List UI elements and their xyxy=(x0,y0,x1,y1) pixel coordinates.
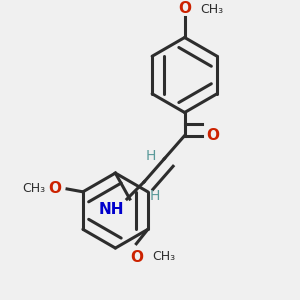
Text: CH₃: CH₃ xyxy=(152,250,175,262)
Text: O: O xyxy=(130,250,143,265)
Text: CH₃: CH₃ xyxy=(22,182,45,195)
Text: H: H xyxy=(150,189,160,203)
Text: O: O xyxy=(178,1,191,16)
Text: H: H xyxy=(146,149,156,163)
Text: CH₃: CH₃ xyxy=(200,3,224,16)
Text: NH: NH xyxy=(98,202,124,217)
Text: O: O xyxy=(48,182,61,196)
Text: O: O xyxy=(206,128,219,143)
